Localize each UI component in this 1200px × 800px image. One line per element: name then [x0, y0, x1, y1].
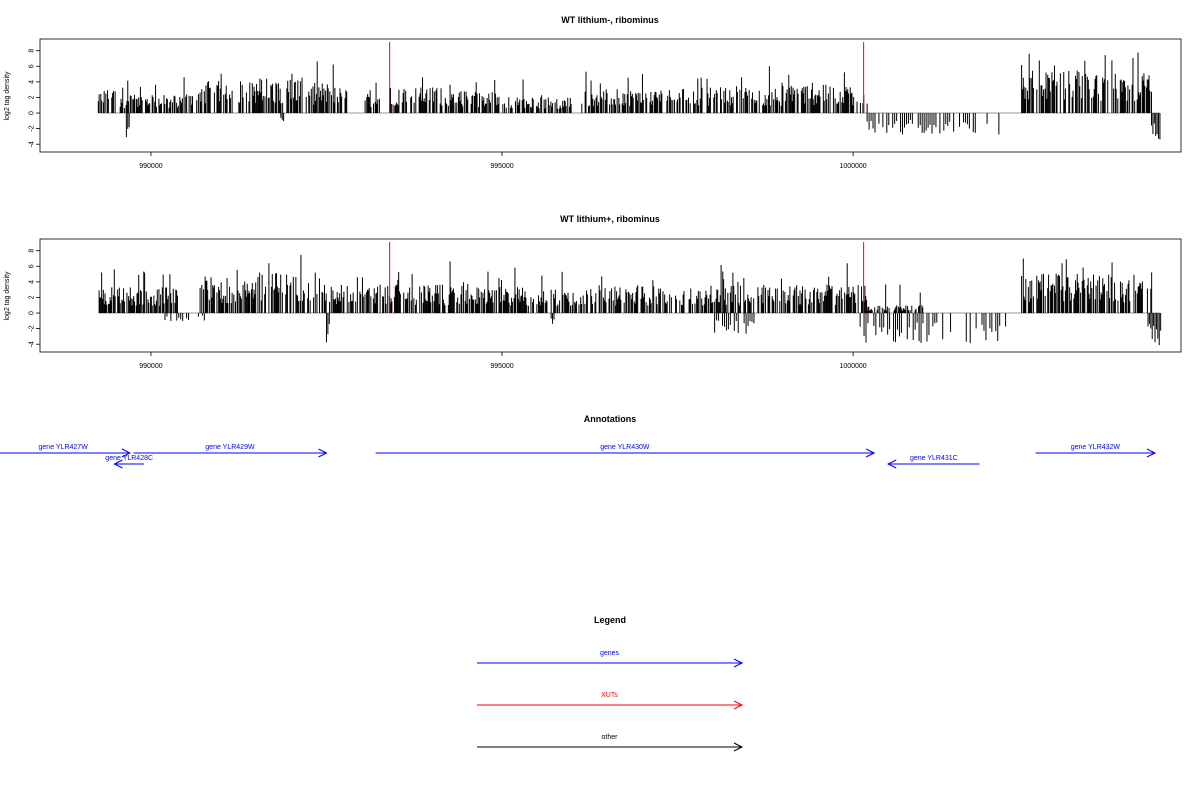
gene-arrow: gene YLR430W	[375, 444, 876, 458]
plot-frame	[39, 38, 1182, 153]
legend-item: XUTs	[477, 692, 744, 710]
x-tick-label: 995000	[490, 363, 513, 370]
annotations-title: Annotations	[584, 414, 637, 424]
y-axis-label: log2 tag density	[4, 71, 11, 121]
signal-bars	[98, 242, 1162, 346]
y-tick-label: -2	[29, 125, 36, 131]
track-panel-lithium-plus: WT lithium+, ribominus log2 tag density …	[4, 214, 1182, 370]
signal-bars	[97, 42, 1161, 140]
legend-label: genes	[600, 650, 620, 657]
legend-item: genes	[477, 650, 744, 668]
gene-label: gene YLR427W	[39, 444, 89, 451]
gene-label: gene YLR430W	[600, 444, 650, 451]
y-axis: -4 -2 0 2 4 6 8	[29, 49, 40, 147]
gene-label: gene YLR429W	[205, 444, 255, 451]
legend: Legend genes XUTs other	[477, 615, 744, 752]
y-tick-label: 4	[29, 80, 36, 84]
y-tick-label: 0	[29, 311, 36, 315]
y-tick-label: 4	[29, 280, 36, 284]
gene-arrow-head	[887, 459, 897, 469]
x-axis: 990000 995000 1000000	[139, 352, 867, 370]
gene-label: gene YLR428C	[105, 455, 153, 462]
x-tick-label: 1000000	[839, 163, 866, 170]
y-axis: -4 -2 0 2 4 6 8	[29, 249, 40, 347]
y-tick-label: 6	[29, 64, 36, 68]
gene-arrow-head	[865, 448, 876, 458]
gene-arrow-head	[318, 448, 328, 458]
y-axis-label: log2 tag density	[4, 271, 11, 321]
y-tick-label: 2	[29, 95, 36, 99]
x-tick-label: 995000	[490, 163, 513, 170]
gene-arrow-head	[113, 459, 123, 469]
legend-item: other	[477, 734, 744, 752]
x-tick-label: 990000	[139, 163, 162, 170]
legend-arrow-head	[733, 742, 744, 752]
x-tick-label: 990000	[139, 363, 162, 370]
track-panel-lithium-minus: WT lithium-, ribominus log2 tag density …	[4, 15, 1182, 170]
legend-arrow-head	[733, 658, 744, 668]
gene-label: gene YLR432W	[1071, 444, 1121, 451]
y-tick-label: 2	[29, 295, 36, 299]
x-axis: 990000 995000 1000000	[139, 152, 867, 170]
gene-label: gene YLR431C	[910, 455, 958, 462]
y-tick-label: -2	[29, 325, 36, 331]
y-tick-label: -4	[29, 141, 36, 147]
y-tick-label: 8	[29, 249, 36, 253]
y-tick-label: 6	[29, 264, 36, 268]
legend-title: Legend	[594, 615, 626, 625]
gene-arrow: gene YLR431C	[887, 455, 980, 469]
panel-title: WT lithium-, ribominus	[561, 15, 659, 25]
y-tick-label: 0	[29, 111, 36, 115]
gene-arrows: gene YLR427W gene YLR428C gene YLR429W gene…	[0, 444, 1157, 469]
gene-arrow: gene YLR429W	[133, 444, 328, 458]
legend-arrow-head	[733, 700, 744, 710]
plot-frame	[39, 238, 1182, 353]
y-tick-label: -4	[29, 341, 36, 347]
y-tick-label: 8	[29, 49, 36, 53]
legend-items: genes XUTs other	[477, 650, 744, 752]
gene-arrow: gene YLR428C	[105, 455, 153, 469]
gene-arrow: gene YLR427W	[0, 444, 131, 458]
x-tick-label: 1000000	[839, 363, 866, 370]
panel-title: WT lithium+, ribominus	[560, 214, 660, 224]
legend-label: other	[602, 734, 619, 741]
gene-arrow: gene YLR432W	[1035, 444, 1157, 458]
gene-arrow-head	[121, 448, 131, 458]
legend-label: XUTs	[601, 692, 618, 699]
gene-arrow-head	[1146, 448, 1157, 458]
